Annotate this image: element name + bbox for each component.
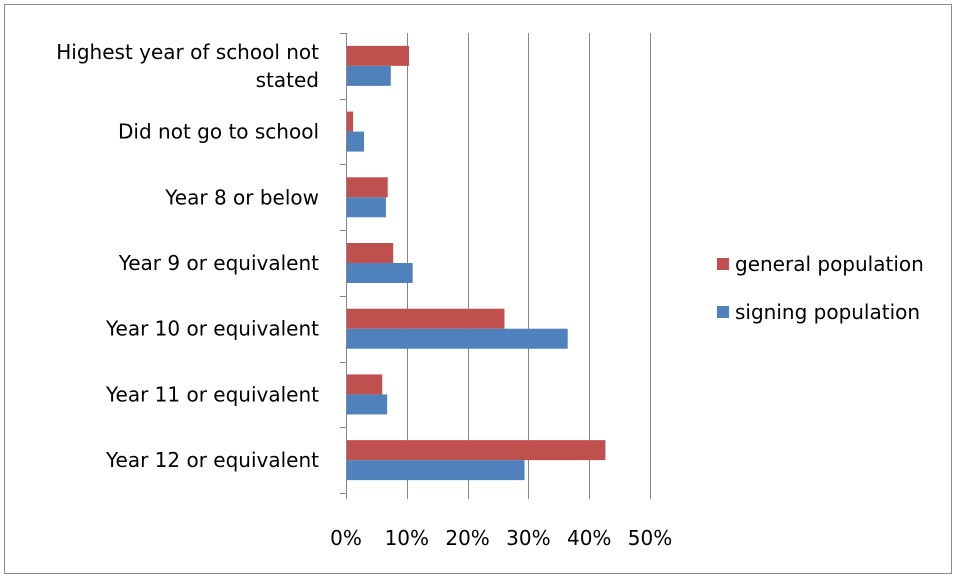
x-tick-label: 40%	[567, 526, 611, 550]
legend-label: general population	[735, 252, 924, 276]
x-tick-label: 50%	[628, 526, 672, 550]
bars-layer	[347, 45, 606, 481]
chart-frame: Highest year of school not stated Did not …	[4, 4, 952, 574]
bar-signing-population	[347, 131, 365, 152]
bar-general-population	[347, 374, 383, 395]
category-label: Did not go to school	[118, 120, 319, 144]
legend-swatch	[717, 306, 729, 318]
bar-signing-population	[347, 197, 386, 218]
x-tick-label: 0%	[330, 526, 362, 550]
x-tick-labels: 0% 10% 20% 30% 40% 50%	[330, 526, 672, 550]
category-label: Year 8 or below	[164, 185, 319, 209]
x-tick-label: 20%	[445, 526, 489, 550]
category-label: Year 12 or equivalent	[105, 448, 319, 472]
bar-general-population	[347, 45, 410, 66]
legend-label: signing population	[735, 300, 920, 324]
bar-general-population	[347, 177, 388, 198]
bar-signing-population	[347, 328, 568, 349]
x-tick-label: 10%	[385, 526, 429, 550]
bar-general-population	[347, 111, 354, 132]
category-label: Year 9 or equivalent	[118, 251, 319, 275]
bar-general-population	[347, 308, 505, 329]
category-label: Year 10 or equivalent	[105, 317, 319, 341]
bar-general-population	[347, 243, 394, 263]
bar-signing-population	[347, 460, 525, 481]
bar-signing-population	[347, 394, 388, 415]
bar-signing-population	[347, 263, 413, 283]
bar-signing-population	[347, 65, 391, 86]
legend: general population signing population	[717, 252, 924, 324]
category-label: Year 11 or equivalent	[105, 382, 319, 406]
x-tick-label: 30%	[506, 526, 550, 550]
grid-layer	[407, 33, 651, 493]
axis-layer	[340, 33, 651, 499]
bar-general-population	[347, 440, 606, 461]
chart-svg: Highest year of school not stated Did not …	[56, 33, 924, 550]
legend-swatch	[717, 258, 729, 270]
category-label: Highest year of school not stated	[56, 40, 319, 92]
category-labels: Highest year of school not stated Did not …	[56, 40, 319, 472]
